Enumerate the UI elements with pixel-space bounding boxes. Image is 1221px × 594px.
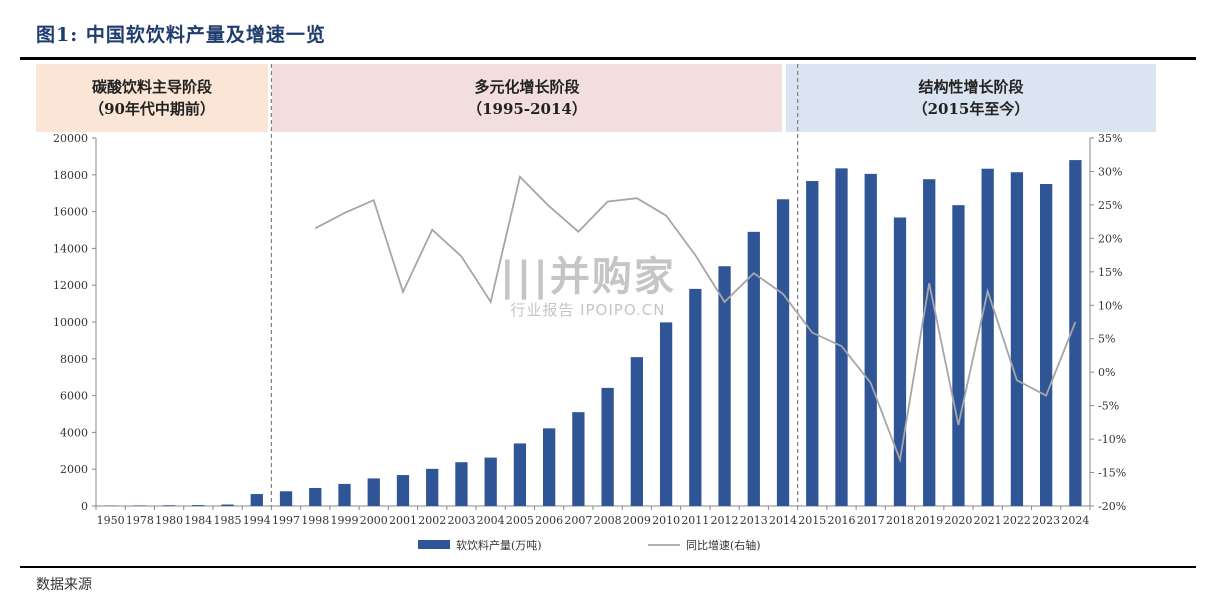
bar (835, 168, 847, 506)
bar (485, 458, 497, 506)
bar (192, 505, 204, 506)
x-tick-label: 1997 (272, 514, 300, 527)
x-tick-label: 2017 (857, 514, 885, 527)
bar (923, 179, 935, 506)
legend-label-line: 同比增速(右轴) (686, 538, 761, 552)
bar (163, 505, 175, 506)
bar (514, 443, 526, 506)
bar (865, 174, 877, 506)
x-tick-label: 1978 (126, 514, 154, 527)
right-tick-label: -5% (1098, 400, 1119, 413)
x-tick-label: 2006 (535, 514, 563, 527)
x-tick-label: 1984 (184, 514, 212, 527)
x-tick-label: 2005 (506, 514, 534, 527)
bar (952, 205, 964, 506)
bar (338, 484, 350, 506)
bar (455, 462, 467, 506)
legend-label-bar: 软饮料产量(万吨) (456, 538, 542, 552)
x-tick-label: 2023 (1032, 514, 1060, 527)
bar (660, 322, 672, 506)
left-tick-label: 4000 (60, 426, 88, 439)
right-tick-label: 5% (1098, 333, 1115, 346)
x-tick-label: 1999 (331, 514, 359, 527)
right-tick-label: -20% (1098, 500, 1126, 513)
bar (397, 475, 409, 506)
x-tick-label: 2020 (944, 514, 972, 527)
bar (572, 412, 584, 506)
x-tick-label: 2004 (477, 514, 505, 527)
bar (221, 505, 233, 506)
left-tick-label: 18000 (53, 169, 88, 182)
x-tick-label: 2024 (1061, 514, 1089, 527)
left-tick-label: 12000 (53, 279, 88, 292)
x-tick-label: 2007 (564, 514, 592, 527)
right-tick-label: 30% (1098, 165, 1122, 178)
left-tick-label: 14000 (53, 242, 88, 255)
right-tick-label: 0% (1098, 366, 1115, 379)
right-tick-label: -15% (1098, 467, 1126, 480)
x-tick-label: 2021 (974, 514, 1002, 527)
x-tick-label: 2015 (798, 514, 826, 527)
right-tick-label: 25% (1098, 199, 1122, 212)
x-tick-label: 2003 (447, 514, 475, 527)
left-tick-label: 16000 (53, 206, 88, 219)
left-tick-label: 2000 (60, 463, 88, 476)
bar (689, 289, 701, 506)
bar (368, 478, 380, 506)
bar (1040, 184, 1052, 506)
right-tick-label: 20% (1098, 232, 1122, 245)
x-tick-label: 2011 (681, 514, 709, 527)
x-tick-label: 1998 (301, 514, 329, 527)
x-tick-label: 2022 (1003, 514, 1031, 527)
bar (543, 428, 555, 506)
bar (309, 488, 321, 506)
legend-swatch-bar (418, 540, 450, 549)
x-tick-label: 2008 (594, 514, 622, 527)
right-tick-label: 15% (1098, 266, 1122, 279)
left-tick-label: 8000 (60, 353, 88, 366)
x-tick-label: 2002 (418, 514, 446, 527)
x-tick-label: 1980 (155, 514, 183, 527)
x-tick-label: 2012 (711, 514, 739, 527)
source-note: 数据来源 (36, 574, 92, 594)
x-tick-label: 2001 (389, 514, 417, 527)
left-tick-label: 0 (81, 500, 88, 513)
x-tick-label: 2018 (886, 514, 914, 527)
x-tick-label: 2000 (360, 514, 388, 527)
bar (806, 181, 818, 506)
bar (601, 388, 613, 506)
x-tick-label: 2010 (652, 514, 680, 527)
right-tick-label: -10% (1098, 433, 1126, 446)
x-tick-label: 2013 (740, 514, 768, 527)
right-tick-label: 10% (1098, 299, 1122, 312)
x-tick-label: 1994 (243, 514, 271, 527)
left-tick-label: 10000 (53, 316, 88, 329)
bar (894, 217, 906, 506)
left-tick-label: 20000 (53, 132, 88, 145)
right-tick-label: 35% (1098, 132, 1122, 145)
bar (134, 505, 146, 506)
bottom-rule (20, 566, 1196, 568)
bar (982, 169, 994, 506)
x-tick-label: 1985 (214, 514, 242, 527)
bar (777, 199, 789, 506)
x-tick-label: 2016 (828, 514, 856, 527)
x-tick-label: 1950 (97, 514, 125, 527)
x-tick-label: 2009 (623, 514, 651, 527)
x-tick-label: 2019 (915, 514, 943, 527)
bar (426, 469, 438, 506)
bar (251, 494, 263, 506)
left-tick-label: 6000 (60, 390, 88, 403)
bar (631, 357, 643, 506)
x-tick-label: 2014 (769, 514, 797, 527)
bar (280, 491, 292, 506)
bar (1011, 172, 1023, 506)
